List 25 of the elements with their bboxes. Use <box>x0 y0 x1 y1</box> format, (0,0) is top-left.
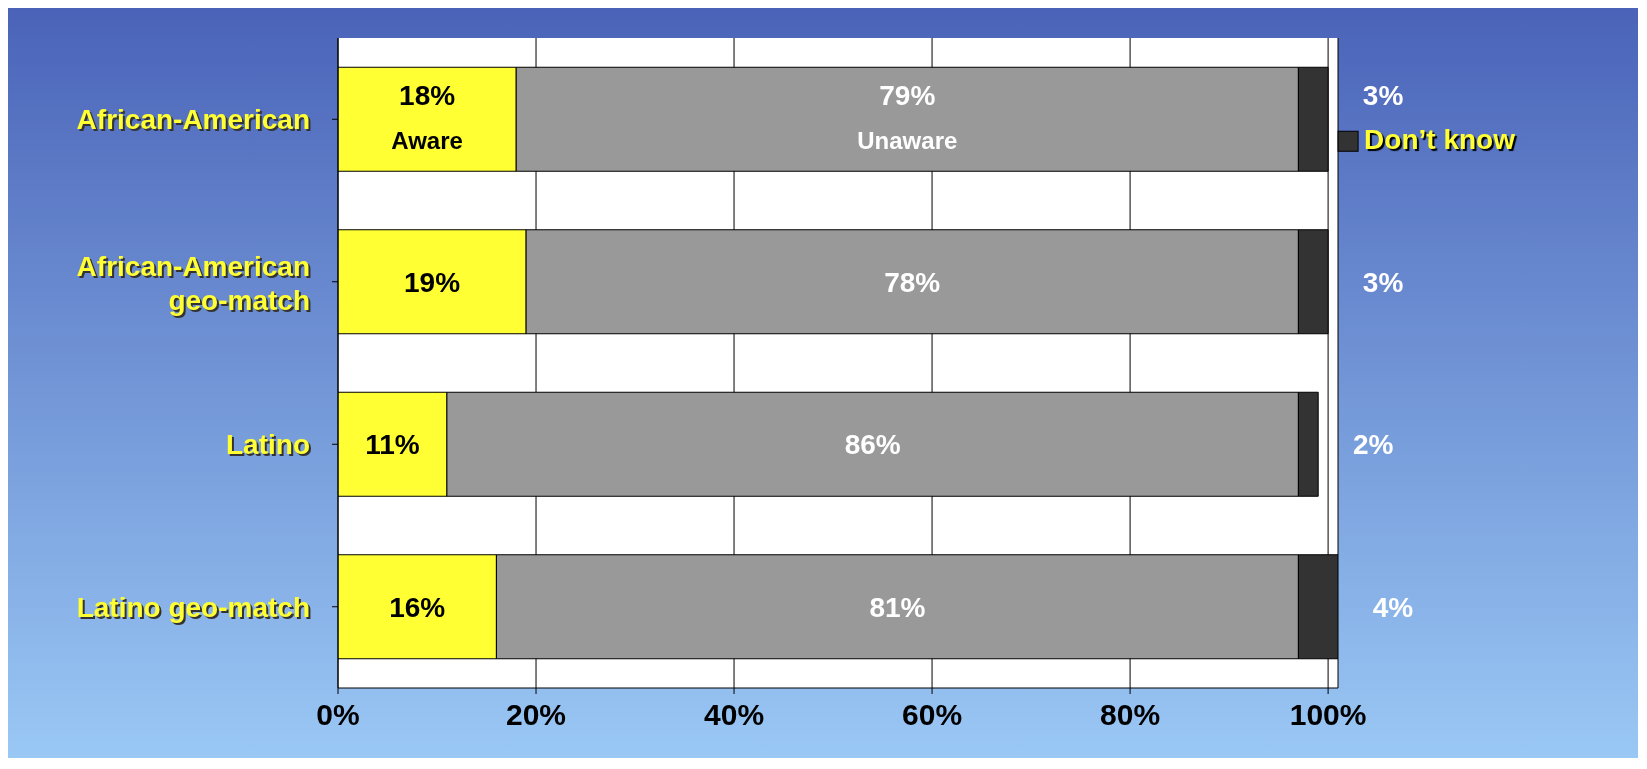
y-tick-label: African-American geo-match <box>76 250 310 316</box>
data-label: 11% <box>365 429 420 461</box>
y-tick-label: Latino geo-match <box>76 591 310 623</box>
x-tick-label: 20% <box>506 698 567 732</box>
x-tick-label: 80% <box>1100 698 1161 732</box>
data-label: 2% <box>1352 429 1394 461</box>
data-label: 3% <box>1362 266 1404 298</box>
x-tick-label: 0% <box>316 698 360 732</box>
data-label: 79% <box>879 80 936 112</box>
y-tick-label: African-American <box>76 104 310 136</box>
data-label: 3% <box>1362 80 1404 112</box>
data-label: 4% <box>1372 591 1414 623</box>
legend-label: Don’t know <box>1364 124 1516 156</box>
data-label: 86% <box>844 429 901 461</box>
data-label: 78% <box>884 266 941 298</box>
series-label: Unaware <box>857 127 958 155</box>
x-tick-label: 60% <box>902 698 963 732</box>
series-label: Aware <box>391 127 463 155</box>
data-label: 81% <box>869 591 926 623</box>
y-tick-label: Latino <box>226 429 310 461</box>
x-tick-label: 40% <box>704 698 765 732</box>
data-label: 16% <box>389 591 446 623</box>
x-tick-label: 100% <box>1289 698 1367 732</box>
data-label: 19% <box>404 266 461 298</box>
data-label: 18% <box>399 80 456 112</box>
